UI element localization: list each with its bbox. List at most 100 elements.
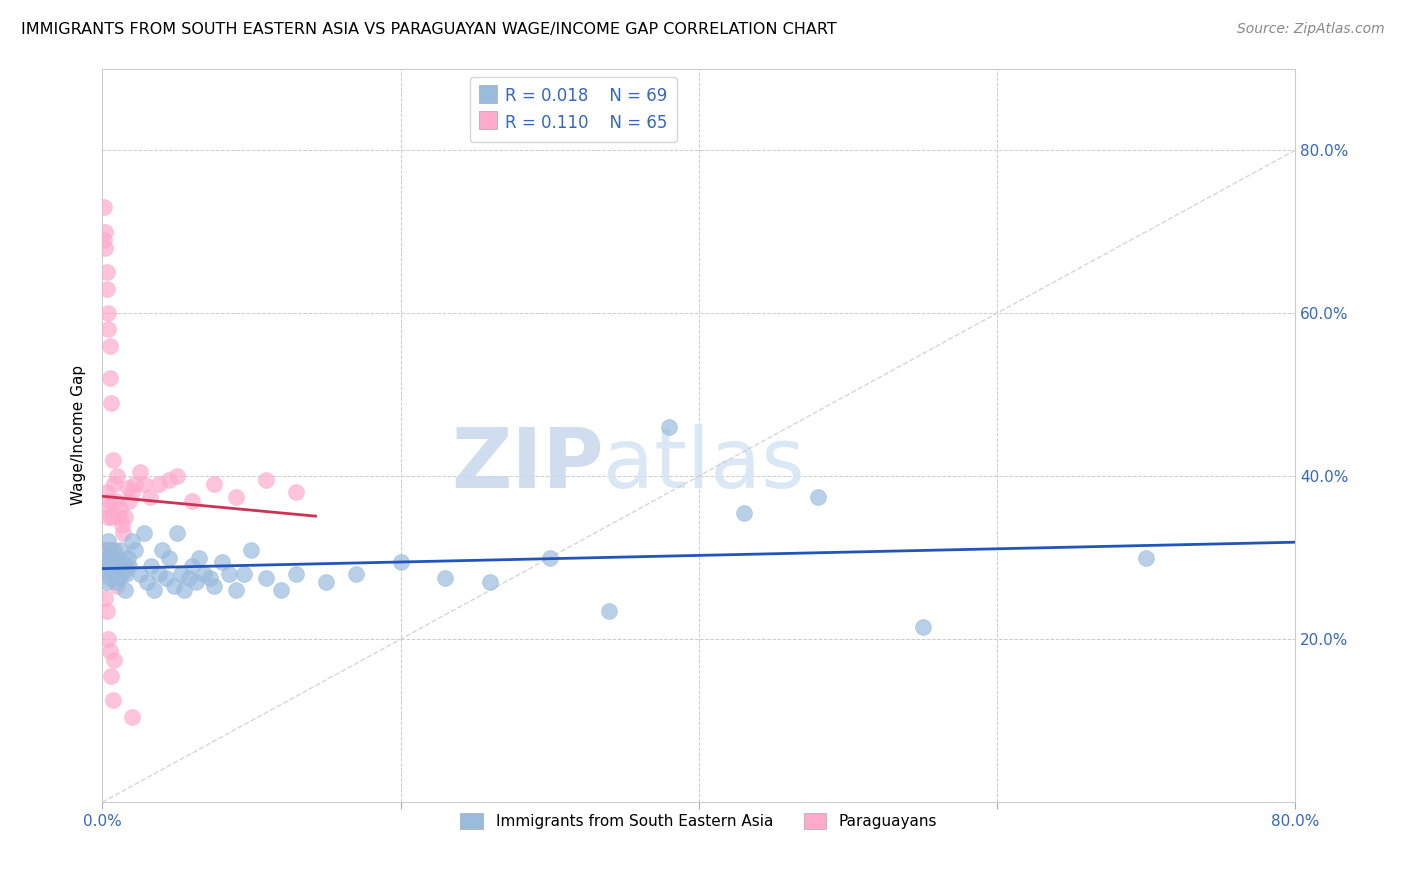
Point	[115, 558, 138, 573]
Point	[198, 571, 221, 585]
Point	[124, 477, 146, 491]
Point	[100, 396, 122, 410]
Point	[225, 490, 247, 504]
Text: IMMIGRANTS FROM SOUTH EASTERN ASIA VS PARAGUAYAN WAGE/INCOME GAP CORRELATION CHA: IMMIGRANTS FROM SOUTH EASTERN ASIA VS PA…	[21, 22, 837, 37]
Point	[141, 558, 163, 573]
Point	[98, 371, 121, 385]
Point	[98, 493, 121, 508]
Point	[108, 542, 131, 557]
Point	[104, 558, 127, 573]
Point	[132, 477, 155, 491]
Point	[96, 563, 118, 577]
Point	[96, 485, 118, 500]
Point	[344, 566, 367, 581]
Point	[173, 583, 195, 598]
Point	[112, 555, 135, 569]
Point	[211, 555, 233, 569]
Point	[94, 558, 117, 573]
Point	[202, 579, 225, 593]
Point	[108, 563, 131, 577]
Point	[100, 510, 122, 524]
Point	[93, 233, 115, 247]
Point	[225, 583, 247, 598]
Point	[114, 510, 136, 524]
Point	[104, 550, 127, 565]
Point	[117, 550, 139, 565]
Point	[103, 477, 125, 491]
Point	[104, 558, 127, 573]
Point	[94, 225, 117, 239]
Point	[93, 555, 115, 569]
Point	[434, 571, 457, 585]
Point	[94, 501, 117, 516]
Point	[157, 550, 180, 565]
Point	[114, 583, 136, 598]
Point	[108, 558, 131, 573]
Point	[285, 566, 308, 581]
Point	[103, 652, 125, 666]
Point	[107, 555, 129, 569]
Point	[115, 566, 138, 581]
Point	[104, 493, 127, 508]
Point	[97, 632, 120, 647]
Point	[100, 547, 122, 561]
Point	[97, 534, 120, 549]
Point	[598, 604, 620, 618]
Point	[188, 550, 211, 565]
Y-axis label: Wage/Income Gap: Wage/Income Gap	[72, 366, 86, 506]
Point	[98, 571, 121, 585]
Point	[1135, 550, 1157, 565]
Point	[538, 550, 561, 565]
Point	[177, 571, 200, 585]
Point	[96, 575, 118, 590]
Point	[136, 575, 159, 590]
Point	[101, 693, 124, 707]
Point	[150, 542, 173, 557]
Point	[911, 620, 934, 634]
Point	[166, 469, 188, 483]
Point	[118, 493, 141, 508]
Point	[254, 571, 277, 585]
Point	[240, 542, 263, 557]
Point	[100, 542, 122, 557]
Point	[163, 579, 186, 593]
Point	[107, 555, 129, 569]
Point	[285, 485, 308, 500]
Point	[110, 566, 132, 581]
Point	[254, 473, 277, 487]
Point	[98, 558, 121, 573]
Point	[658, 420, 681, 434]
Point	[97, 550, 120, 565]
Point	[270, 583, 292, 598]
Point	[170, 566, 193, 581]
Point	[132, 526, 155, 541]
Point	[97, 510, 120, 524]
Point	[103, 542, 125, 557]
Point	[94, 542, 117, 557]
Text: Source: ZipAtlas.com: Source: ZipAtlas.com	[1237, 22, 1385, 37]
Point	[218, 566, 240, 581]
Point	[180, 558, 202, 573]
Point	[180, 493, 202, 508]
Point	[166, 526, 188, 541]
Point	[315, 575, 337, 590]
Point	[108, 501, 131, 516]
Legend: Immigrants from South Eastern Asia, Paraguayans: Immigrants from South Eastern Asia, Para…	[454, 806, 943, 835]
Point	[121, 709, 143, 723]
Point	[117, 482, 139, 496]
Point	[114, 563, 136, 577]
Point	[389, 555, 412, 569]
Point	[93, 200, 115, 214]
Point	[157, 473, 180, 487]
Point	[96, 604, 118, 618]
Text: atlas: atlas	[603, 425, 806, 505]
Point	[107, 571, 129, 585]
Point	[103, 555, 125, 569]
Point	[105, 469, 128, 483]
Point	[97, 322, 120, 336]
Point	[112, 526, 135, 541]
Point	[100, 669, 122, 683]
Point	[94, 591, 117, 606]
Point	[107, 510, 129, 524]
Point	[155, 571, 177, 585]
